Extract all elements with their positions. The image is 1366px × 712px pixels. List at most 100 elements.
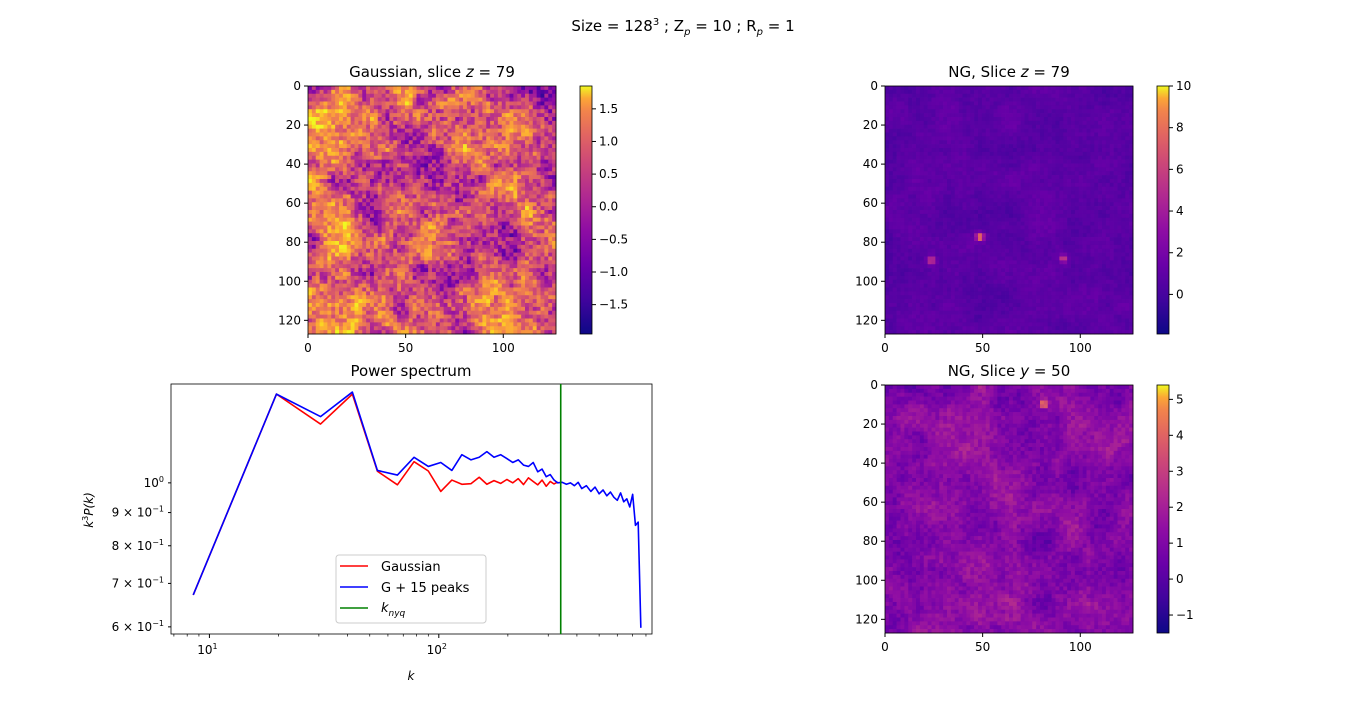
heatmap-cell (1051, 105, 1056, 110)
heatmap-cell (420, 217, 425, 222)
heatmap-cell (342, 330, 348, 335)
heatmap-cell (521, 136, 526, 141)
heatmap-cell (513, 217, 518, 222)
heatmap-cell (342, 283, 348, 288)
heatmap-cell (362, 179, 367, 184)
heatmap-cell (509, 117, 514, 122)
heatmap-cell (997, 109, 1002, 114)
heatmap-cell (1063, 86, 1068, 91)
heatmap-cell (443, 299, 448, 304)
heatmap-cell (544, 295, 549, 300)
heatmap-cell (381, 190, 386, 195)
heatmap-cell (1090, 93, 1095, 98)
heatmap-cell (532, 299, 537, 304)
heatmap-cell (424, 148, 429, 153)
heatmap-cell (315, 275, 320, 281)
heatmap-cell (389, 213, 394, 219)
heatmap-cell (404, 291, 410, 296)
heatmap-cell (315, 202, 320, 207)
heatmap-cell (552, 136, 557, 141)
heatmap-cell (346, 217, 351, 222)
heatmap-cell (435, 256, 441, 261)
heatmap-cell (331, 256, 336, 261)
heatmap-cell (327, 144, 332, 149)
heatmap-cell (1036, 89, 1041, 95)
heatmap-cell (939, 93, 944, 98)
heatmap-cell (404, 241, 410, 246)
heatmap-cell (331, 97, 336, 102)
heatmap-cell (950, 120, 956, 126)
heatmap-cell (981, 117, 987, 122)
heatmap-cell (1117, 128, 1122, 133)
heatmap-cell (509, 128, 514, 133)
heatmap-cell (323, 86, 328, 91)
heatmap-cell (486, 186, 491, 191)
heatmap-cell (525, 163, 530, 168)
heatmap-cell (327, 186, 332, 191)
heatmap-cell (459, 109, 464, 114)
heatmap-cell (1113, 97, 1118, 102)
heatmap-cell (339, 163, 344, 168)
heatmap-cell (432, 272, 437, 277)
heatmap-cell (397, 140, 402, 145)
heatmap-cell (954, 113, 959, 118)
heatmap-cell (528, 101, 534, 106)
heatmap-cell (904, 97, 909, 102)
heatmap-cell (474, 151, 479, 157)
heatmap-cell (389, 105, 394, 110)
heatmap-cell (327, 148, 332, 153)
heatmap-cell (528, 260, 534, 265)
heatmap-cell (451, 140, 456, 145)
heatmap-cell (389, 202, 394, 207)
heatmap-cell (482, 244, 487, 250)
heatmap-cell (912, 101, 917, 106)
heatmap-cell (459, 202, 464, 207)
heatmap-cell (362, 310, 367, 315)
heatmap-cell (548, 159, 553, 164)
heatmap-cell (459, 97, 464, 102)
heatmap-cell (470, 179, 475, 184)
heatmap-cell (985, 120, 990, 126)
heatmap-cell (540, 241, 545, 246)
heatmap-cell (888, 117, 894, 122)
heatmap-cell (404, 186, 410, 191)
heatmap-cell (521, 179, 526, 184)
heatmap-cell (486, 86, 491, 91)
heatmap-cell (443, 330, 448, 335)
heatmap-cell (319, 101, 324, 106)
heatmap-cell (373, 256, 379, 261)
heatmap-cell (525, 310, 530, 315)
heatmap-cell (966, 105, 971, 110)
heatmap-cell (308, 117, 313, 122)
heatmap-cell (497, 272, 503, 277)
heatmap-cell (424, 322, 429, 327)
heatmap-cell (931, 113, 936, 118)
heatmap-cell (919, 120, 925, 126)
heatmap-cell (412, 252, 417, 257)
heatmap-cell (447, 101, 452, 106)
heatmap-cell (1005, 124, 1010, 129)
heatmap-cell (1090, 97, 1095, 102)
heatmap-cell (1105, 132, 1111, 137)
heatmap-cell (350, 109, 355, 114)
heatmap-cell (385, 295, 390, 300)
heatmap-cell (432, 182, 437, 188)
heatmap-cell (401, 128, 406, 133)
heatmap-cell (490, 213, 495, 219)
heatmap-cell (366, 198, 371, 203)
heatmap-cell (1032, 97, 1037, 102)
heatmap-cell (525, 248, 530, 253)
heatmap-cell (308, 295, 313, 300)
heatmap-cell (486, 287, 491, 292)
heatmap-cell (532, 264, 537, 269)
heatmap-cell (370, 221, 375, 226)
heatmap-cell (548, 89, 553, 95)
heatmap-cell (451, 248, 456, 253)
heatmap-cell (885, 124, 890, 129)
heatmap-cell (459, 221, 464, 226)
heatmap-cell (451, 314, 456, 319)
heatmap-cell (354, 314, 359, 319)
heatmap-cell (463, 132, 468, 137)
heatmap-cell (505, 322, 510, 327)
heatmap-cell (377, 326, 382, 331)
